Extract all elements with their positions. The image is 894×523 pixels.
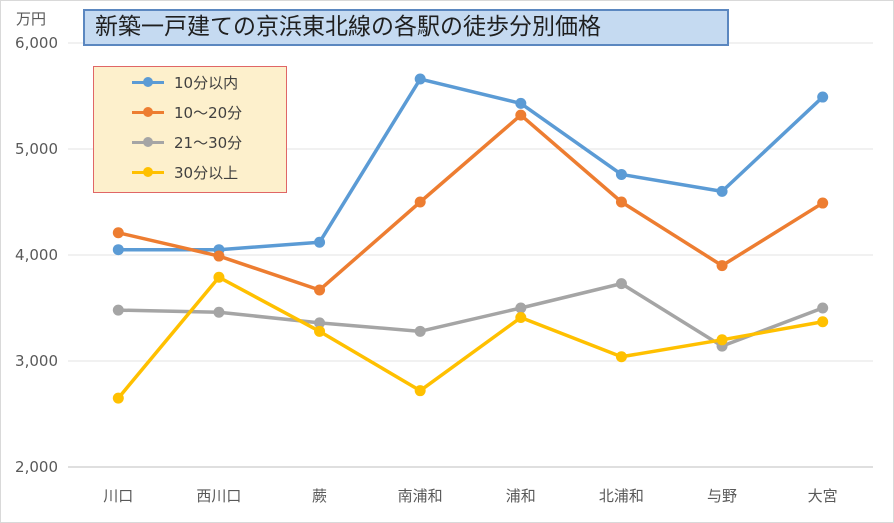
- data-point: [515, 97, 527, 109]
- series-line: [118, 77, 824, 252]
- data-point: [515, 109, 527, 121]
- legend-swatch-1: [132, 106, 164, 118]
- x-tick-label: 大宮: [807, 487, 838, 505]
- x-tick-label: 蕨: [312, 487, 328, 505]
- data-point: [112, 227, 124, 239]
- data-point: [817, 302, 829, 314]
- legend-label-2: 21～30分: [174, 133, 243, 152]
- x-tick-label: 与野: [707, 487, 738, 505]
- x-tick-label: 北浦和: [598, 487, 644, 505]
- data-point: [213, 271, 225, 283]
- y-tick-label: 3,000: [15, 352, 58, 370]
- legend-item-1: 10～20分: [132, 101, 242, 123]
- data-point: [112, 244, 124, 256]
- data-point: [515, 312, 527, 324]
- y-tick-label: 6,000: [15, 34, 58, 52]
- legend-item-3: 30分以上: [132, 161, 238, 183]
- data-point: [615, 351, 627, 363]
- legend-swatch-0: [132, 76, 164, 88]
- series-line: [116, 275, 823, 400]
- y-tick-label: 4,000: [15, 246, 58, 264]
- x-tick-label: 西川口: [196, 487, 242, 505]
- series-1: [112, 109, 829, 296]
- legend-swatch-2: [132, 136, 164, 148]
- data-point: [817, 197, 829, 209]
- data-point: [213, 250, 225, 262]
- y-tick-label: 5,000: [15, 140, 58, 158]
- data-point: [615, 196, 627, 208]
- data-point: [314, 325, 326, 337]
- chart-title: 新築一戸建ての京浜東北線の各駅の徒歩分別価格: [83, 9, 729, 46]
- data-point: [314, 317, 326, 329]
- series-line: [118, 281, 824, 348]
- data-point: [716, 185, 728, 197]
- data-point: [414, 73, 426, 85]
- x-tick-label: 川口: [103, 487, 134, 505]
- series-layer: [112, 73, 829, 404]
- data-point: [314, 284, 326, 296]
- data-point: [314, 236, 326, 248]
- legend: 10分以内 10～20分 21～30分 30分以上: [93, 66, 287, 193]
- data-point: [414, 385, 426, 397]
- data-point: [112, 304, 124, 316]
- data-point: [716, 260, 728, 272]
- data-point: [615, 278, 627, 290]
- x-tick-label: 浦和: [505, 487, 536, 505]
- legend-item-0: 10分以内: [132, 71, 238, 93]
- data-point: [414, 196, 426, 208]
- data-point: [615, 168, 627, 180]
- series-3: [112, 271, 829, 404]
- legend-item-2: 21～30分: [132, 131, 242, 153]
- data-point: [716, 334, 728, 346]
- data-point: [414, 325, 426, 337]
- legend-label-0: 10分以内: [174, 73, 239, 92]
- data-point: [112, 392, 124, 404]
- legend-label-1: 10～20分: [174, 103, 243, 122]
- y-unit-label: 万円: [16, 10, 47, 28]
- series-line: [117, 113, 824, 292]
- data-point: [817, 316, 829, 328]
- legend-swatch-3: [132, 166, 164, 178]
- data-point: [213, 306, 225, 318]
- data-point: [515, 302, 527, 314]
- legend-label-3: 30分以上: [174, 163, 239, 182]
- y-tick-label: 2,000: [15, 458, 58, 476]
- x-tick-label: 南浦和: [397, 487, 443, 505]
- data-point: [817, 91, 829, 103]
